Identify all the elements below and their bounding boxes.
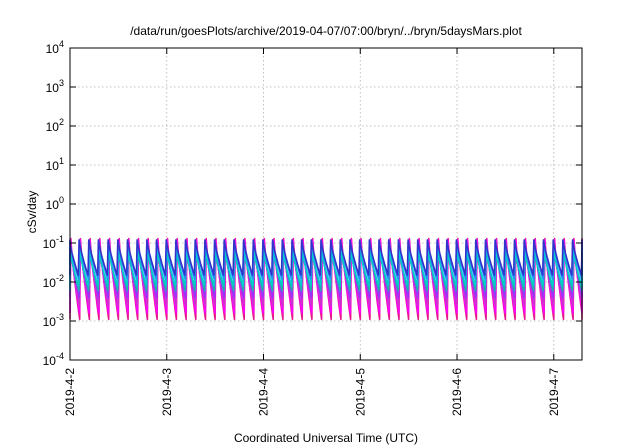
y-tick-label: 103 xyxy=(46,78,64,95)
x-tick-label: 2019-4-4 xyxy=(257,368,271,416)
y-tick-label: 100 xyxy=(46,195,64,212)
y-tick-label: 10-2 xyxy=(43,273,64,290)
y-tick-label: 102 xyxy=(46,117,64,134)
y-tick-label: 104 xyxy=(46,39,64,56)
y-tick-label: 10-1 xyxy=(43,234,64,251)
x-tick-label: 2019-4-5 xyxy=(353,368,367,416)
x-tick-label: 2019-4-2 xyxy=(63,368,77,416)
y-axis: 10-4 10-3 10-2 10-1 100 101 102 103 104 xyxy=(43,39,582,368)
x-tick-label: 2019-4-7 xyxy=(547,368,561,416)
series-line xyxy=(69,237,583,321)
chart-title: /data/run/goesPlots/archive/2019-04-07/0… xyxy=(130,24,522,38)
y-axis-label: cSv/day xyxy=(25,191,39,234)
series-line xyxy=(69,244,583,299)
x-tick-label: 2019-4-3 xyxy=(160,368,174,416)
series-line xyxy=(69,249,583,287)
y-tick-label: 101 xyxy=(46,156,64,173)
series-line xyxy=(69,240,583,280)
y-tick-label: 10-4 xyxy=(43,351,64,368)
series-line xyxy=(69,239,583,314)
series-line xyxy=(69,247,583,292)
series-line xyxy=(69,242,583,307)
x-tick-label: 2019-4-6 xyxy=(450,368,464,416)
series-line xyxy=(69,239,583,276)
series-group xyxy=(69,237,583,321)
y-tick-label: 10-3 xyxy=(43,312,64,329)
x-axis-label: Coordinated Universal Time (UTC) xyxy=(234,431,418,445)
x-axis: 2019-4-2 2019-4-3 2019-4-4 2019-4-5 2019-4-6… xyxy=(63,48,561,416)
